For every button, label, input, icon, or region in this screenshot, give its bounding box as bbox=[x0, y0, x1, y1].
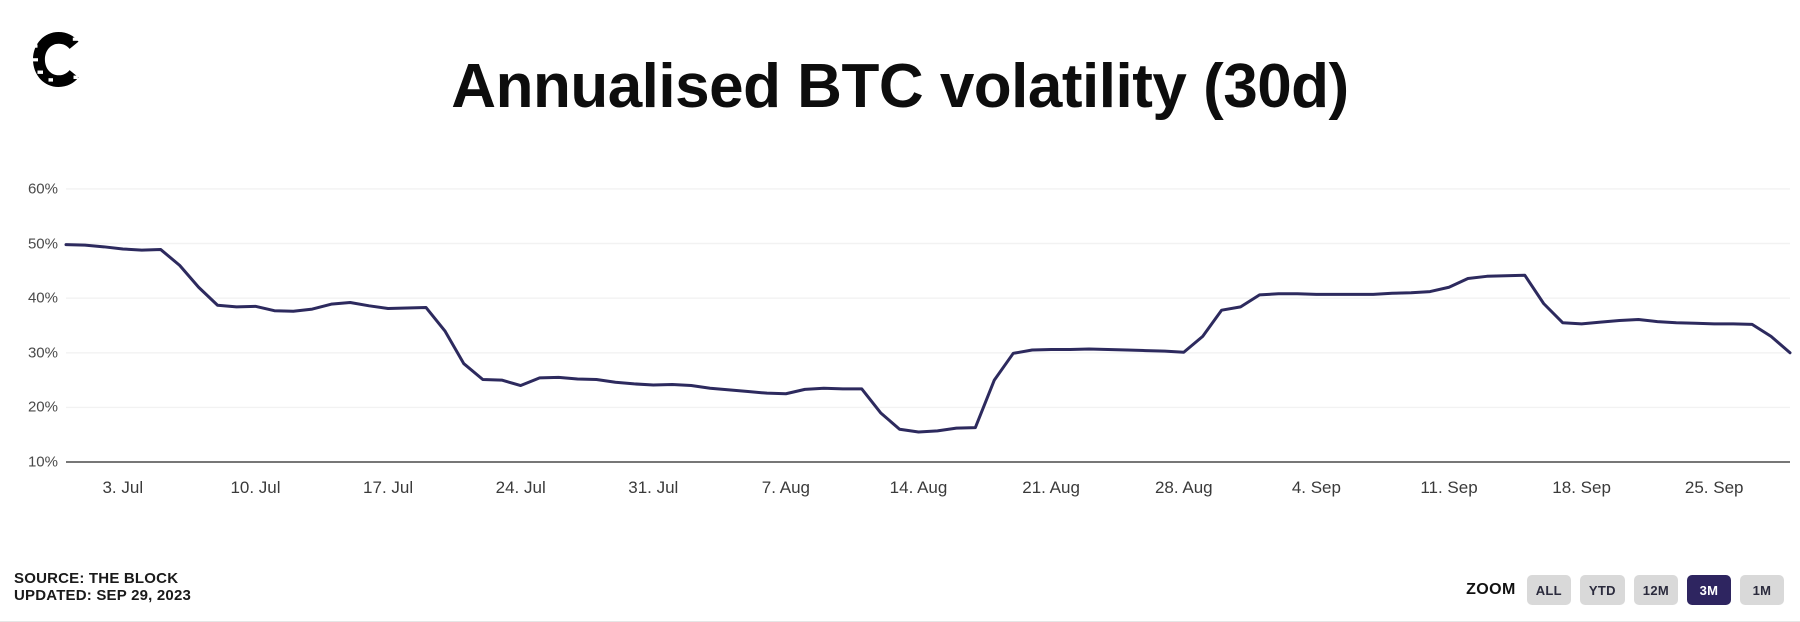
y-tick-label: 30% bbox=[27, 344, 58, 362]
series-line bbox=[64, 243, 1792, 434]
updated-text: UPDATED: SEP 29, 2023 bbox=[14, 586, 192, 604]
the-block-c-logo-icon bbox=[24, 26, 92, 94]
y-tick-label: 60% bbox=[27, 180, 58, 198]
zoom-button-3m[interactable]: 3M bbox=[1687, 575, 1731, 605]
zoom-button-ytd[interactable]: YTD bbox=[1579, 575, 1625, 605]
x-tick-label: 25. Sep bbox=[1684, 478, 1744, 497]
x-tick-label: 28. Aug bbox=[1154, 478, 1213, 497]
y-tick-label: 10% bbox=[27, 453, 58, 471]
x-tick-label: 21. Aug bbox=[1022, 478, 1080, 497]
zoom-button-group: ALL YTD 12M 3M 1M bbox=[1526, 575, 1784, 605]
zoom-range-control: ZOOM ALL YTD 12M 3M 1M bbox=[1466, 575, 1784, 605]
x-tick-label: 17. Jul bbox=[363, 478, 414, 497]
x-tick-label: 14. Aug bbox=[889, 478, 948, 497]
y-axis-labels: 60% 50% 40% 30% 20% 10% bbox=[0, 160, 58, 470]
x-tick-label: 18. Sep bbox=[1552, 478, 1611, 497]
x-axis-labels: 3. Jul 10. Jul 17. Jul 24. Jul 31. Jul 7. Aug… bbox=[0, 470, 1800, 504]
x-tick-label: 3. Jul bbox=[102, 478, 144, 497]
footer-attribution: SOURCE: THE BLOCK UPDATED: SEP 29, 2023 bbox=[14, 570, 192, 605]
plot-area bbox=[0, 160, 1800, 470]
zoom-label: ZOOM bbox=[1466, 581, 1516, 598]
y-tick-label: 20% bbox=[27, 398, 58, 416]
y-tick-label: 50% bbox=[27, 235, 58, 252]
x-tick-label: 4. Sep bbox=[1291, 478, 1341, 497]
zoom-button-12m[interactable]: 12M bbox=[1633, 575, 1678, 605]
x-tick-label: 10. Jul bbox=[230, 478, 281, 497]
page-title: Annualised BTC volatility (30d) bbox=[451, 52, 1349, 121]
zoom-button-all[interactable]: ALL bbox=[1526, 575, 1571, 605]
x-tick-label: 24. Jul bbox=[495, 478, 546, 497]
zoom-button-1m[interactable]: 1M bbox=[1740, 575, 1784, 605]
x-tick-label: 7. Aug bbox=[761, 478, 810, 497]
y-tick-label: 40% bbox=[27, 289, 58, 307]
source-text: SOURCE: THE BLOCK bbox=[14, 570, 179, 587]
line-chart-svg bbox=[64, 188, 1792, 463]
x-tick-label: 31. Jul bbox=[628, 478, 679, 497]
x-tick-label: 11. Sep bbox=[1420, 478, 1478, 497]
